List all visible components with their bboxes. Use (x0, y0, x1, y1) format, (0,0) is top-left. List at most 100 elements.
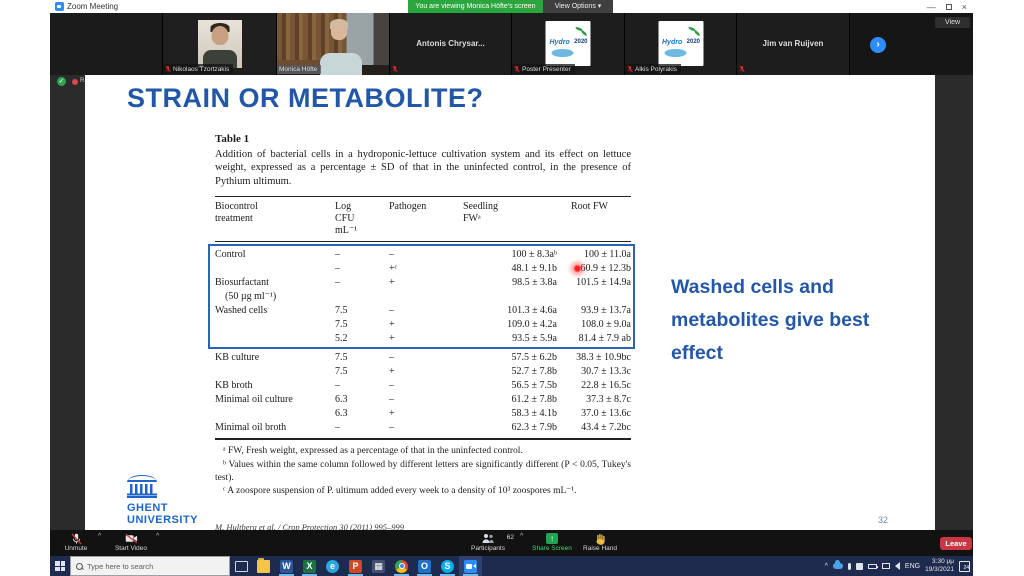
table-row: – +ᶜ 48.1 ± 9.1b 60.9 ± 12.3b (335, 263, 631, 275)
highlight-box: Control – – 100 ± 8.3aᵇ 100 ± 11.0a – (208, 244, 635, 350)
view-layout-button[interactable]: View (935, 17, 970, 28)
slide-annotation: Washed cells and metabolites give best e… (671, 276, 870, 364)
table-row: Control – – 100 ± 8.3aᵇ 100 ± 11.0a (215, 249, 631, 261)
taskbar-app-icon[interactable]: e (321, 556, 344, 576)
maximize-button[interactable] (945, 3, 952, 10)
network-icon[interactable] (881, 563, 890, 569)
participants-strip: Nikolaos Tzortzakis Monica Höfte Antonis… (50, 13, 973, 75)
video-tile-empty[interactable] (50, 13, 163, 75)
tray-app-icon[interactable] (855, 562, 863, 570)
table-label: Table 1 (215, 133, 250, 145)
windows-taskbar: Type here to search W X e (50, 556, 973, 576)
table-footnotes: ᵃ FW, Fresh weight, expressed as a perce… (215, 445, 631, 499)
view-options-button[interactable]: View Options ▾ (543, 0, 613, 13)
meeting-toolbar: Unmute ^ Start Video ^ Participants 62 ^… (50, 530, 973, 556)
language-indicator[interactable]: ENG (904, 562, 921, 570)
window-titlebar: Zoom Meeting You are viewing Monica Höft… (50, 0, 973, 13)
zoom-app-icon (55, 2, 64, 11)
participant-video (277, 13, 389, 75)
ghent-university-logo: GHENT UNIVERSITY (127, 475, 217, 526)
table-caption: Addition of bacterial cells in a hydropo… (215, 149, 631, 187)
muted-mic-icon (165, 65, 171, 73)
table-row: Biosurfactant – + 98.5 ± 3.8a 101.5 ± 14… (215, 277, 631, 289)
muted-mic-icon (627, 65, 633, 73)
slide-page-number: 32 (878, 515, 889, 525)
video-off-icon (125, 533, 137, 544)
action-center-icon[interactable]: 24 (959, 560, 970, 572)
raise-hand-button[interactable]: Raise Hand (578, 532, 622, 552)
col-header-pathogen: Pathogen (389, 201, 427, 213)
table-row: 7.5 + 52.7 ± 7.8b 30.7 ± 13.3c (335, 366, 631, 378)
taskbar-app-icon[interactable] (459, 556, 482, 576)
date: 19/3/2021 (925, 566, 954, 573)
muted-mic-icon (739, 65, 745, 73)
video-options-chevron[interactable]: ^ (156, 533, 160, 540)
minimize-button[interactable]: — (926, 1, 936, 12)
unmute-options-chevron[interactable]: ^ (98, 533, 102, 540)
onedrive-icon[interactable] (832, 560, 843, 569)
participant-name-label: Nikolaos Tzortzakis (163, 64, 234, 74)
close-button[interactable]: × (961, 1, 967, 12)
participant-photo (197, 20, 242, 68)
start-video-button[interactable]: Start Video (108, 532, 154, 552)
table-row: Washed cells 7.5 – 101.3 ± 4.6a 93.9 ± 1… (215, 305, 631, 317)
footnote: ᵇ Values within the same column followed… (215, 459, 631, 484)
unmute-button[interactable]: Unmute (58, 532, 94, 552)
video-tile-jim[interactable]: Jim van Ruijven (737, 13, 850, 75)
taskbar-app-icon[interactable]: S (436, 556, 459, 576)
participant-mute-indicator (737, 64, 749, 74)
video-tile-monica[interactable]: Monica Höfte (277, 13, 390, 75)
tray-mic-icon[interactable] (847, 562, 851, 570)
participants-options-chevron[interactable]: ^ (520, 533, 524, 540)
table-cell-root-fw: 100 ± 11.0a (583, 249, 631, 261)
table-cell-root-fw (557, 290, 631, 304)
shared-screen-area: ✓ R STRAIN OR METABOLITE? Table 1 Additi… (50, 75, 973, 530)
recording-indicator-label: R (80, 78, 85, 84)
table-row: (50 µg ml⁻¹) (215, 290, 631, 304)
table-row: 5.2 + 93.5 ± 5.9a 81.4 ± 7.9 ab (335, 333, 631, 345)
search-icon (76, 562, 83, 570)
taskbar-clock[interactable]: 3:30 μμ 19/3/2021 (925, 558, 954, 574)
volume-icon[interactable] (894, 562, 900, 570)
presentation-slide: STRAIN OR METABOLITE? Table 1 Addition o… (85, 75, 935, 530)
taskbar-app-icon[interactable] (252, 556, 275, 576)
battery-icon[interactable] (867, 563, 878, 569)
muted-mic-icon (514, 65, 520, 73)
hidden-icons-chevron[interactable]: ^ (824, 562, 828, 570)
table-row: Minimal oil culture 6.3 – 61.2 ± 7.8b 37… (215, 394, 631, 406)
windows-logo-icon (55, 561, 65, 571)
participant-name-label: Jim van Ruijven (762, 39, 824, 48)
muted-mic-icon (70, 532, 82, 544)
video-tile-nikolaos[interactable]: Nikolaos Tzortzakis (163, 13, 277, 75)
paper-table-figure: Table 1 Addition of bacterial cells in a… (208, 133, 635, 499)
share-screen-button[interactable]: ↑ Share Screen (532, 533, 572, 552)
leave-button[interactable]: Leave (940, 537, 972, 550)
table-row: KB broth – – 56.5 ± 7.5b 22.8 ± 16.5c (215, 380, 631, 392)
taskbar-app-icon[interactable] (390, 556, 413, 576)
share-screen-icon: ↑ (546, 533, 558, 544)
hydro-2020-logo: Hydro 2020 (658, 21, 703, 66)
col-header-root-fw: Root FW (571, 201, 608, 213)
video-tile-antonis[interactable]: Antonis Chrysar... (390, 13, 512, 75)
table-cell-root-fw: 93.9 ± 13.7a (581, 305, 631, 317)
table-cell-root-fw: 108.0 ± 9.0a (581, 319, 631, 331)
footnote: ᶜ A zoospore suspension of P. ultimum ad… (223, 486, 577, 497)
taskbar-search-input[interactable]: Type here to search (70, 556, 230, 576)
video-tile-alkis[interactable]: Hydro 2020 Alkis Polyrakis (625, 13, 737, 75)
taskbar-app-icon[interactable]: W (275, 556, 298, 576)
data-table: Biocontrol treatment Log CFU mL⁻¹ Pathog… (208, 196, 635, 441)
taskbar-app-icon[interactable]: ▦ (367, 556, 390, 576)
task-view-button[interactable] (230, 556, 252, 576)
participants-count: 62 (506, 534, 514, 541)
taskbar-app-icon[interactable]: X (298, 556, 321, 576)
next-participants-button[interactable]: › (870, 37, 886, 53)
participants-button[interactable]: Participants 62 (471, 534, 514, 552)
participant-name-label: Antonis Chrysar... (416, 39, 485, 48)
taskbar-app-icon[interactable]: P (344, 556, 367, 576)
system-tray: ^ ENG 3:30 μμ 19/3/2021 24 (825, 558, 973, 574)
taskbar-app-icon[interactable]: O (413, 556, 436, 576)
start-button[interactable] (50, 556, 70, 576)
video-tile-poster-presenter[interactable]: Hydro 2020 Poster Presenter (512, 13, 625, 75)
col-header-seedling-fw: Seedling FWᵃ (463, 201, 498, 225)
